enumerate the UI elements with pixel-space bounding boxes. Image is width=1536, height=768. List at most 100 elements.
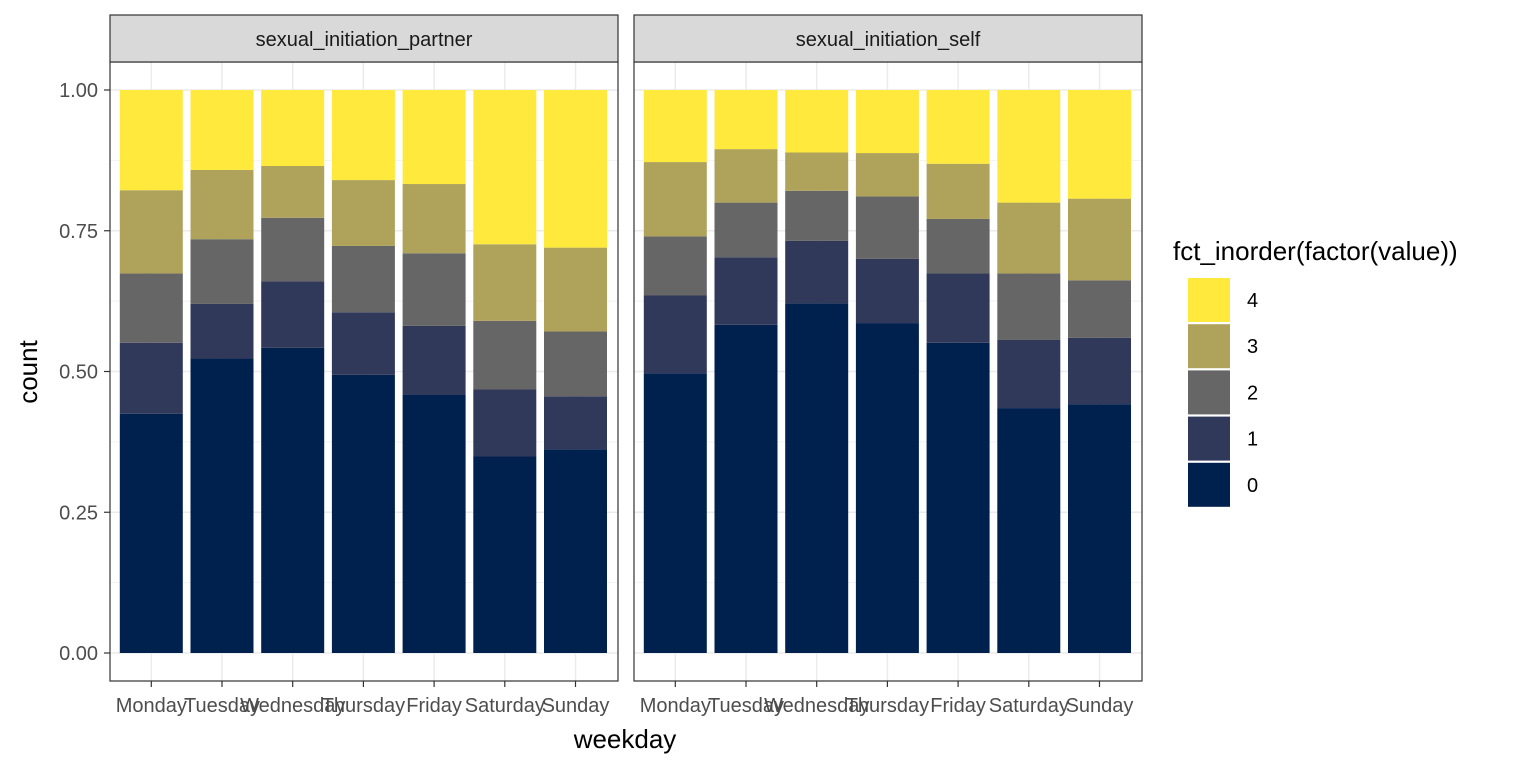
y-axis-title: count <box>13 339 43 403</box>
legend-key-2 <box>1188 370 1230 415</box>
x-tick-label: Saturday <box>465 695 545 717</box>
bar-wednesday-level-2 <box>261 217 325 282</box>
bar-monday-level-3 <box>119 190 183 274</box>
bar-friday-level-4 <box>402 90 466 185</box>
bar-saturday-level-1 <box>997 339 1061 409</box>
bar-monday-level-2 <box>643 236 707 296</box>
bar-wednesday-level-1 <box>785 240 849 304</box>
bar-tuesday-level-4 <box>190 90 254 170</box>
x-tick-label: Wednesday <box>764 695 869 717</box>
bar-thursday-level-3 <box>855 153 919 197</box>
bar-saturday-level-1 <box>473 389 537 457</box>
bar-thursday-level-2 <box>331 245 395 313</box>
x-tick-label: Friday <box>406 695 462 717</box>
bar-thursday-level-1 <box>855 258 919 324</box>
bar-friday-level-3 <box>926 163 990 219</box>
legend-label-4: 4 <box>1247 290 1258 312</box>
bar-tuesday-level-0 <box>714 324 778 653</box>
y-tick-label: 0.50 <box>59 362 98 384</box>
strip-background <box>109 14 619 63</box>
legend-label-3: 3 <box>1247 336 1258 358</box>
bar-monday-level-1 <box>643 295 707 374</box>
bar-tuesday-level-3 <box>714 149 778 203</box>
bar-thursday-level-1 <box>331 312 395 375</box>
y-tick-label: 0.25 <box>59 502 98 524</box>
bar-sunday-level-4 <box>544 90 607 248</box>
bar-thursday-level-0 <box>331 374 395 653</box>
legend: fct_inorder(factor(value)) 4 3 2 1 0 <box>1173 236 1458 507</box>
bar-monday-level-1 <box>119 342 183 414</box>
x-tick-label: Tuesday <box>708 695 784 717</box>
bar-wednesday-level-1 <box>261 281 325 348</box>
bar-monday-level-0 <box>119 413 183 653</box>
legend-key-0 <box>1188 462 1230 507</box>
bar-saturday-level-4 <box>473 90 537 245</box>
bar-thursday-level-0 <box>855 323 919 653</box>
x-tick-label: Tuesday <box>184 695 260 717</box>
y-axis: 0.00 0.25 0.50 0.75 1.00 <box>59 80 110 665</box>
bar-wednesday-level-3 <box>261 166 325 218</box>
legend-key-1 <box>1188 416 1230 461</box>
strip-label: sexual_initiation_self <box>796 29 981 51</box>
legend-label-0: 0 <box>1247 475 1258 497</box>
bar-friday-level-1 <box>402 325 466 395</box>
legend-key-3 <box>1188 324 1230 369</box>
y-tick-label: 0.75 <box>59 221 98 243</box>
bar-tuesday-level-1 <box>190 303 254 359</box>
x-tick-label: Friday <box>930 695 986 717</box>
bar-thursday-level-4 <box>331 90 395 181</box>
bar-sunday-level-4 <box>1068 90 1131 199</box>
bar-saturday-level-3 <box>997 202 1061 274</box>
bar-sunday-level-3 <box>1068 198 1131 281</box>
bar-wednesday-level-0 <box>261 347 325 653</box>
x-tick-label: Sunday <box>1066 695 1134 717</box>
legend-label-1: 1 <box>1247 429 1258 451</box>
bar-thursday-level-4 <box>855 90 919 154</box>
bar-sunday-level-1 <box>1068 337 1131 405</box>
bar-wednesday-level-2 <box>785 190 849 241</box>
bar-monday-level-4 <box>119 90 183 191</box>
bar-wednesday-level-3 <box>785 152 849 191</box>
bar-wednesday-level-0 <box>785 303 849 653</box>
bar-friday-level-2 <box>926 218 990 274</box>
legend-key-4 <box>1188 278 1230 322</box>
x-tick-label: Thursday <box>846 695 929 717</box>
x-tick-label: Monday <box>116 695 187 717</box>
bar-saturday-level-2 <box>997 273 1061 340</box>
bar-wednesday-level-4 <box>261 90 325 167</box>
x-tick-label: Wednesday <box>240 695 345 717</box>
y-tick-label: 1.00 <box>59 80 98 102</box>
bar-monday-level-0 <box>643 373 707 653</box>
bar-saturday-level-0 <box>473 456 537 653</box>
bar-tuesday-level-1 <box>714 257 778 325</box>
bar-friday-level-0 <box>402 394 466 653</box>
bar-tuesday-level-0 <box>190 358 254 653</box>
bar-thursday-level-2 <box>855 196 919 259</box>
x-tick-label: Thursday <box>322 695 405 717</box>
bar-tuesday-level-2 <box>190 239 254 304</box>
bar-monday-level-4 <box>643 90 707 163</box>
bar-friday-level-3 <box>402 184 466 254</box>
bar-sunday-level-1 <box>544 396 607 450</box>
bar-friday-level-0 <box>926 342 990 653</box>
bar-sunday-level-2 <box>1068 280 1131 338</box>
x-tick-label: Saturday <box>989 695 1069 717</box>
x-tick-label: Monday <box>640 695 711 717</box>
bar-sunday-level-0 <box>544 449 607 653</box>
bar-wednesday-level-4 <box>785 90 849 153</box>
bar-friday-level-2 <box>402 253 466 326</box>
bar-friday-level-4 <box>926 90 990 164</box>
bar-saturday-level-2 <box>473 320 537 390</box>
bar-monday-level-2 <box>119 273 183 343</box>
legend-label-2: 2 <box>1247 382 1258 404</box>
bar-saturday-level-0 <box>997 408 1061 653</box>
bar-saturday-level-3 <box>473 244 537 321</box>
bar-tuesday-level-4 <box>714 90 778 150</box>
bar-saturday-level-4 <box>997 90 1061 203</box>
bar-sunday-level-0 <box>1068 404 1131 653</box>
strip-label: sexual_initiation_partner <box>256 29 473 51</box>
